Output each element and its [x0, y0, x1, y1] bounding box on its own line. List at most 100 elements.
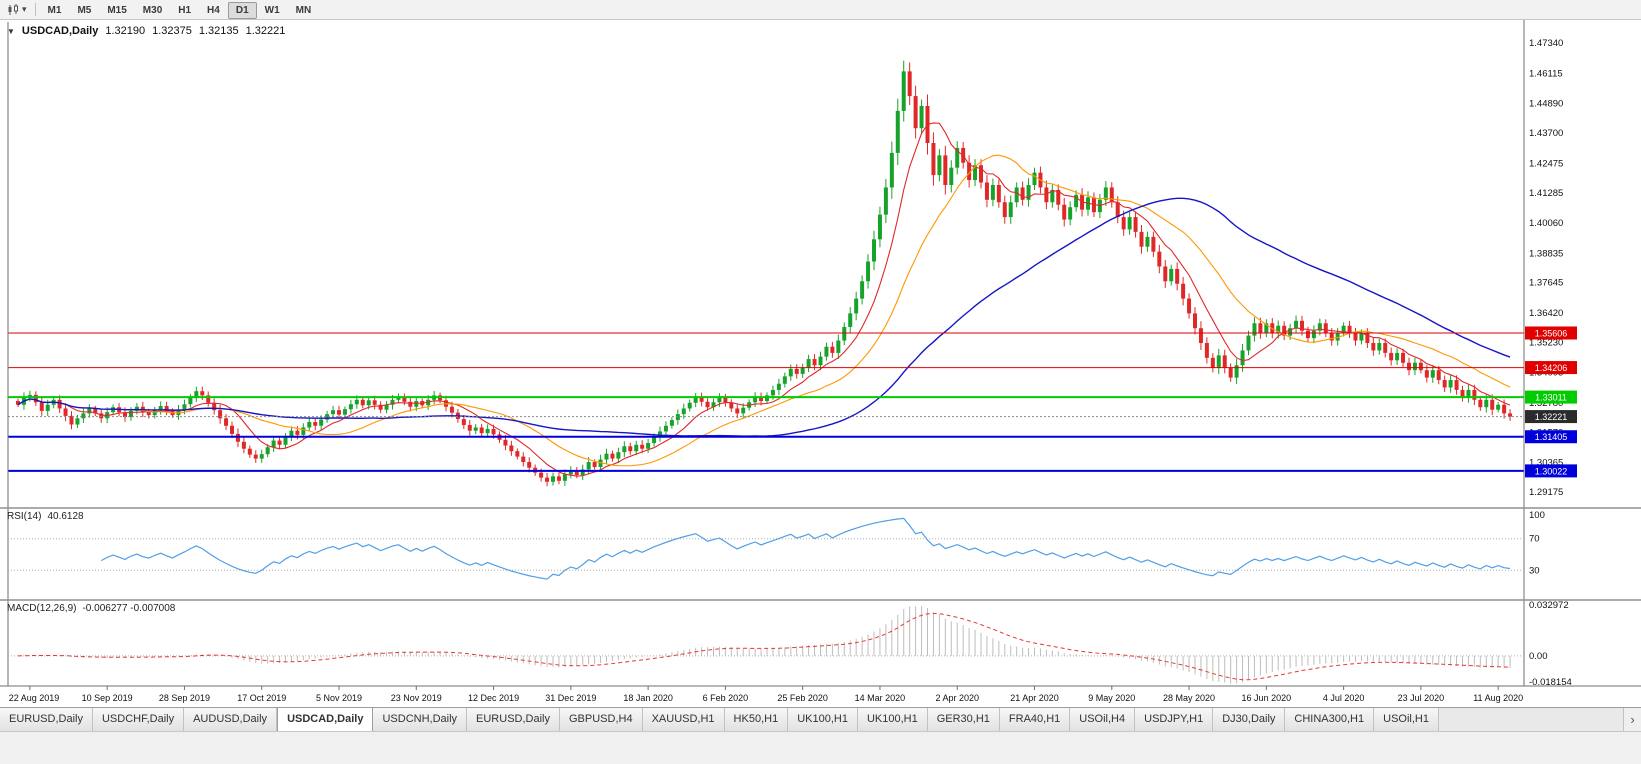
candlestick-glyph	[8, 3, 18, 15]
price-badge	[1525, 464, 1577, 478]
svg-text:23 Jul 2020: 23 Jul 2020	[1398, 693, 1445, 703]
svg-text:1.44890: 1.44890	[1529, 99, 1563, 110]
svg-text:1.29175: 1.29175	[1529, 487, 1563, 498]
chart-tab-xauusd-h1[interactable]: XAUUSD,H1	[642, 708, 725, 731]
tab-scroll-right-button[interactable]: ›	[1623, 708, 1641, 731]
svg-text:9 May 2020: 9 May 2020	[1088, 693, 1135, 703]
chart-tab-usoil-h4[interactable]: USOil,H4	[1070, 708, 1136, 731]
ohlc-close: 1.32221	[245, 25, 286, 37]
svg-text:1.40060: 1.40060	[1529, 218, 1563, 229]
svg-text:1.42475: 1.42475	[1529, 158, 1563, 169]
timeframe-button-h1[interactable]: H1	[170, 2, 199, 19]
timeframe-button-m15[interactable]: M15	[99, 2, 134, 19]
ohlc-open: 1.32190	[105, 25, 146, 37]
svg-text:1.43700: 1.43700	[1529, 128, 1563, 139]
svg-text:1.30365: 1.30365	[1529, 457, 1563, 468]
svg-text:31 Dec 2019: 31 Dec 2019	[545, 693, 596, 703]
chart-tab-uk100-h1[interactable]: UK100,H1	[857, 708, 928, 731]
svg-text:1.32221: 1.32221	[1535, 412, 1568, 422]
timeframe-button-m5[interactable]: M5	[69, 2, 99, 19]
chart-symbol-label: USDCAD,Daily	[21, 25, 99, 37]
price-badge	[1525, 361, 1577, 375]
svg-text:12 Dec 2019: 12 Dec 2019	[468, 693, 519, 703]
chart-tab-china300-h1[interactable]: CHINA300,H1	[1285, 708, 1375, 731]
svg-text:10 Sep 2019: 10 Sep 2019	[82, 693, 133, 703]
macd-name: MACD(12,26,9)	[7, 603, 77, 614]
rsi-name: RSI(14)	[7, 511, 42, 522]
chart-tab-usdchf-daily[interactable]: USDCHF,Daily	[92, 708, 185, 731]
chart-tab-hk50-h1[interactable]: HK50,H1	[724, 708, 789, 731]
chart-tab-eurusd-daily[interactable]: EURUSD,Daily	[467, 708, 560, 731]
timeframe-button-m1[interactable]: M1	[40, 2, 70, 19]
chart-tab-uk100-h1[interactable]: UK100,H1	[788, 708, 858, 731]
timeframe-button-d1[interactable]: D1	[227, 2, 257, 19]
price-badge	[1525, 390, 1577, 404]
svg-text:22 Aug 2019: 22 Aug 2019	[9, 693, 60, 703]
svg-text:1.30022: 1.30022	[1535, 466, 1568, 476]
chart-tab-eurusd-daily[interactable]: EURUSD,Daily	[0, 708, 93, 731]
ma-mid-line	[17, 154, 1511, 467]
svg-text:21 Apr 2020: 21 Apr 2020	[1010, 693, 1059, 703]
chart-canvas[interactable]: 1.47340 1.46115 1.44890 1.43700 1.42475 1.412…	[0, 20, 1641, 707]
macd-indicator-label: MACD(12,26,9) -0.006277 -0.007008	[7, 603, 175, 614]
chart-tab-usdcnh-daily[interactable]: USDCNH,Daily	[373, 708, 468, 731]
svg-text:1.35606: 1.35606	[1535, 328, 1568, 338]
svg-text:6 Feb 2020: 6 Feb 2020	[703, 693, 749, 703]
svg-text:1.46115: 1.46115	[1529, 68, 1563, 79]
svg-text:23 Nov 2019: 23 Nov 2019	[391, 693, 442, 703]
chart-tabs: EURUSD,Daily USDCHF,Daily AUDUSD,Daily USDC…	[0, 708, 1439, 731]
svg-text:1.47340: 1.47340	[1529, 38, 1563, 49]
ma-fast-line	[17, 122, 1511, 477]
svg-text:1.36420: 1.36420	[1529, 308, 1563, 319]
svg-text:28 May 2020: 28 May 2020	[1163, 693, 1215, 703]
chart-tab-audusd-daily[interactable]: AUDUSD,Daily	[184, 708, 278, 731]
svg-text:0.032972: 0.032972	[1529, 600, 1569, 611]
chart-tab-gbpusd-h4[interactable]: GBPUSD,H4	[560, 708, 643, 731]
svg-text:2 Apr 2020: 2 Apr 2020	[935, 693, 979, 703]
chart-title: ▼ USDCAD,Daily 1.32190 1.32375 1.32135 1…	[7, 25, 285, 37]
top-toolbar: ▾ M1 M5 M15 M30 H1 H4 D1 W1 MN	[0, 0, 1641, 20]
svg-text:1.34206: 1.34206	[1535, 363, 1568, 373]
candles	[16, 60, 1513, 487]
svg-text:1.38835: 1.38835	[1529, 248, 1563, 259]
svg-text:14 Mar 2020: 14 Mar 2020	[855, 693, 906, 703]
chart-dropdown-icon[interactable]: ▼	[7, 26, 15, 36]
timeframe-button-mn[interactable]: MN	[288, 2, 320, 19]
svg-text:17 Oct 2019: 17 Oct 2019	[237, 693, 286, 703]
chart-tab-dj30-daily[interactable]: DJ30,Daily	[1213, 708, 1286, 731]
svg-text:-0.018154: -0.018154	[1529, 677, 1572, 688]
svg-text:16 Jun 2020: 16 Jun 2020	[1242, 693, 1292, 703]
chart-tab-usdjpy-h1[interactable]: USDJPY,H1	[1135, 708, 1214, 731]
svg-text:18 Jan 2020: 18 Jan 2020	[623, 693, 673, 703]
ohlc-low: 1.32135	[198, 25, 239, 37]
timeframe-button-w1[interactable]: W1	[257, 2, 288, 19]
rsi-indicator-label: RSI(14) 40.6128	[7, 511, 84, 522]
svg-text:100: 100	[1529, 510, 1545, 521]
chart-tab-usoil-h1[interactable]: USOil,H1	[1374, 708, 1439, 731]
price-badge	[1525, 410, 1577, 424]
timeframe-button-m30[interactable]: M30	[135, 2, 170, 19]
timeframe-button-h4[interactable]: H4	[199, 2, 228, 19]
svg-text:30: 30	[1529, 565, 1540, 576]
toolbar-separator	[34, 3, 36, 16]
chart-type-icon[interactable]: ▾	[3, 3, 31, 17]
timeframe-buttons: M1 M5 M15 M30 H1 H4 D1 W1 MN	[40, 0, 320, 19]
svg-text:1.31405: 1.31405	[1535, 432, 1568, 442]
price-badge	[1525, 430, 1577, 444]
rsi-value: 40.6128	[47, 511, 84, 522]
chart-window: 1.47340 1.46115 1.44890 1.43700 1.42475 1.412…	[0, 20, 1641, 707]
rsi-line	[100, 517, 1511, 580]
macd-values: -0.006277 -0.007008	[82, 603, 176, 614]
svg-text:5 Nov 2019: 5 Nov 2019	[316, 693, 362, 703]
chart-tab-ger30-h1[interactable]: GER30,H1	[927, 708, 1000, 731]
svg-text:1.35230: 1.35230	[1529, 337, 1563, 348]
chart-tab-fra40-h1[interactable]: FRA40,H1	[999, 708, 1071, 731]
ohlc-high: 1.32375	[152, 25, 192, 37]
price-badge	[1525, 326, 1577, 340]
status-bar	[0, 731, 1641, 764]
macd-signal-line	[17, 612, 1511, 681]
svg-text:25 Feb 2020: 25 Feb 2020	[777, 693, 828, 703]
svg-text:1.41285: 1.41285	[1529, 188, 1563, 199]
chart-tab-usdcad-daily[interactable]: USDCAD,Daily	[277, 708, 374, 731]
